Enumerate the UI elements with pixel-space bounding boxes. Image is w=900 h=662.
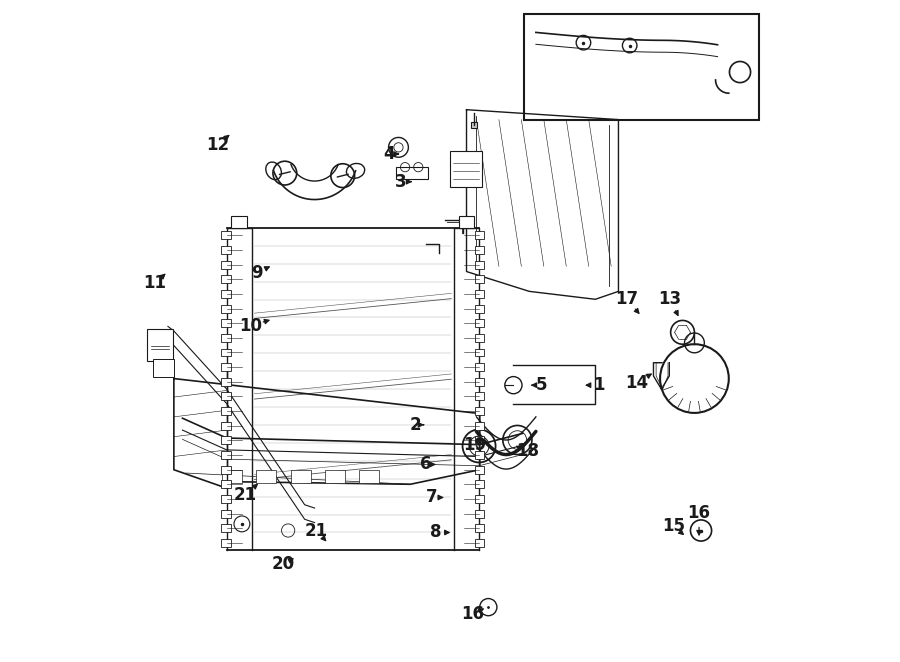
- Bar: [221, 510, 230, 518]
- Bar: [221, 275, 230, 283]
- Bar: [450, 151, 482, 187]
- Text: 19: 19: [463, 436, 486, 453]
- Bar: [475, 334, 484, 342]
- Bar: [359, 470, 379, 483]
- Bar: [221, 407, 230, 415]
- Bar: [221, 334, 230, 342]
- Text: 8: 8: [429, 524, 441, 542]
- Text: 21: 21: [305, 522, 328, 540]
- Bar: [475, 451, 484, 459]
- Text: 16: 16: [688, 504, 711, 522]
- Text: 9: 9: [251, 264, 263, 282]
- Bar: [475, 290, 484, 298]
- Bar: [221, 231, 230, 239]
- Bar: [475, 378, 484, 386]
- Text: 17: 17: [616, 291, 639, 308]
- Bar: [221, 261, 230, 269]
- Text: 16: 16: [462, 605, 484, 623]
- Text: 1: 1: [593, 376, 605, 394]
- Bar: [396, 167, 428, 179]
- Bar: [475, 275, 484, 283]
- Bar: [221, 319, 230, 327]
- Bar: [221, 451, 230, 459]
- Bar: [221, 422, 230, 430]
- Bar: [222, 470, 242, 483]
- Bar: [221, 466, 230, 474]
- Bar: [475, 436, 484, 444]
- Bar: [475, 481, 484, 489]
- Bar: [475, 510, 484, 518]
- Bar: [475, 231, 484, 239]
- Bar: [475, 407, 484, 415]
- Text: 12: 12: [206, 136, 229, 154]
- Bar: [221, 363, 230, 371]
- Bar: [221, 378, 230, 386]
- Bar: [227, 228, 479, 550]
- Bar: [475, 393, 484, 401]
- Bar: [231, 216, 248, 228]
- Bar: [475, 246, 484, 254]
- Bar: [291, 470, 310, 483]
- Bar: [325, 470, 345, 483]
- Bar: [475, 261, 484, 269]
- Bar: [524, 14, 759, 120]
- Bar: [475, 524, 484, 532]
- Bar: [221, 524, 230, 532]
- Text: 15: 15: [662, 517, 685, 535]
- Bar: [221, 290, 230, 298]
- Text: 4: 4: [383, 145, 395, 163]
- Bar: [221, 481, 230, 489]
- Text: 13: 13: [659, 291, 681, 308]
- Bar: [221, 393, 230, 401]
- Bar: [475, 466, 484, 474]
- Bar: [221, 246, 230, 254]
- Bar: [475, 539, 484, 547]
- Bar: [221, 539, 230, 547]
- Text: 3: 3: [395, 173, 407, 191]
- Bar: [475, 495, 484, 503]
- Text: 10: 10: [239, 316, 262, 335]
- Bar: [459, 216, 474, 228]
- Bar: [475, 422, 484, 430]
- Text: 2: 2: [410, 416, 421, 434]
- Bar: [148, 329, 173, 361]
- Bar: [256, 470, 276, 483]
- Text: 11: 11: [143, 275, 166, 293]
- Bar: [221, 305, 230, 312]
- Text: 20: 20: [272, 555, 295, 573]
- Bar: [475, 319, 484, 327]
- Bar: [221, 348, 230, 356]
- Bar: [221, 495, 230, 503]
- Text: 21: 21: [234, 486, 256, 504]
- Text: 5: 5: [536, 376, 547, 394]
- Text: 6: 6: [419, 455, 431, 473]
- Text: 18: 18: [516, 442, 539, 460]
- Text: 7: 7: [427, 489, 438, 506]
- Bar: [475, 305, 484, 312]
- Bar: [475, 363, 484, 371]
- Text: 14: 14: [626, 373, 649, 391]
- Bar: [153, 359, 174, 377]
- Bar: [475, 348, 484, 356]
- Bar: [221, 436, 230, 444]
